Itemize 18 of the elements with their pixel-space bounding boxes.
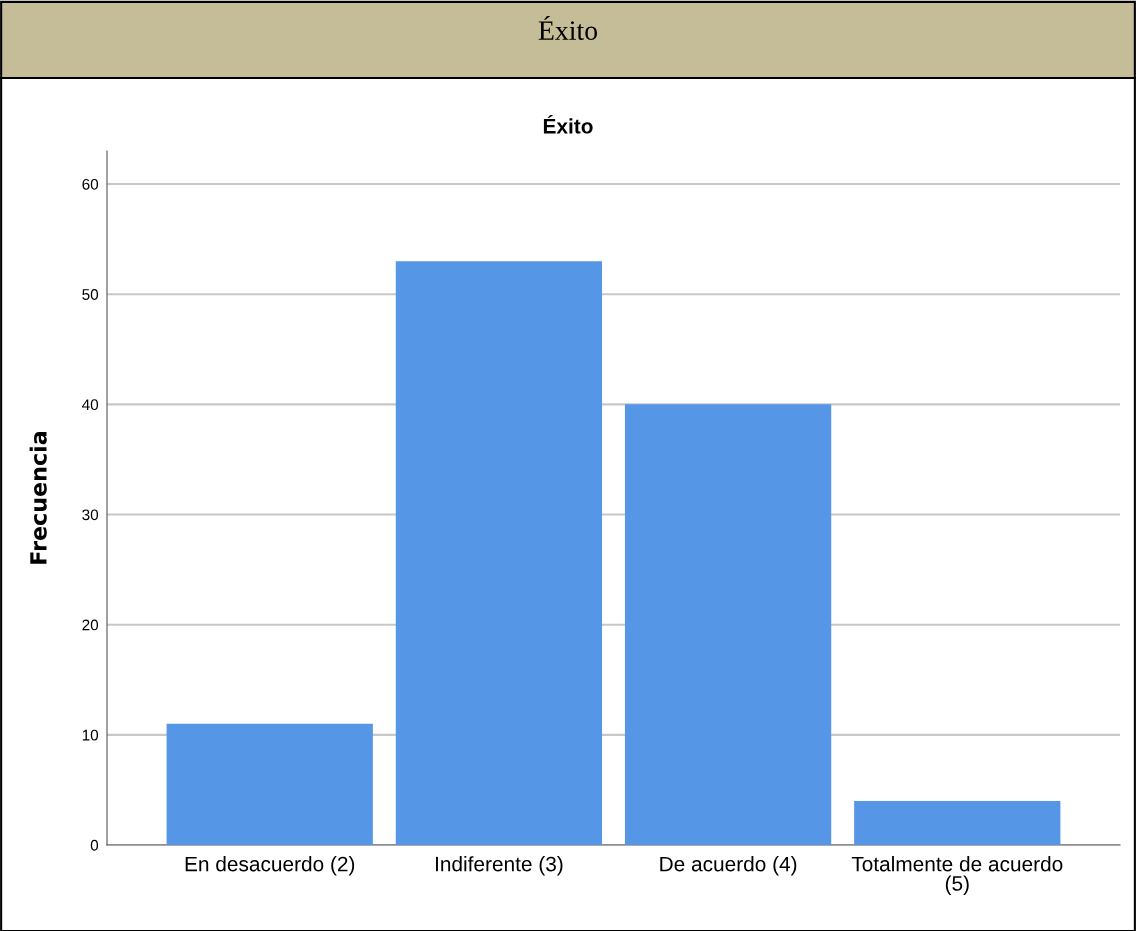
y-tick-label: 30 [82, 509, 99, 521]
y-tick-label: 10 [82, 729, 99, 741]
y-tick-label: 50 [82, 289, 99, 300]
chart-title: Éxito [538, 15, 598, 40]
chart-subtitle: Éxito [543, 114, 593, 134]
y-tick-label: 60 [82, 178, 99, 190]
bar [166, 723, 373, 845]
y-tick-label: 40 [82, 399, 99, 411]
x-tick-label: Totalmente de acuerdo (5) [851, 856, 1063, 895]
x-tick-label: En desacuerdo (2) [185, 856, 355, 876]
x-tick-label: De acuerdo (4) [660, 856, 797, 876]
x-tick-label: Indiferente (3) [435, 856, 563, 876]
bar [854, 800, 1061, 845]
y-tick-label: 20 [82, 619, 99, 631]
bar [395, 261, 603, 845]
bar [624, 404, 832, 845]
y-axis-title: Frecuencia [29, 432, 47, 564]
y-tick-label: 0 [90, 839, 99, 851]
